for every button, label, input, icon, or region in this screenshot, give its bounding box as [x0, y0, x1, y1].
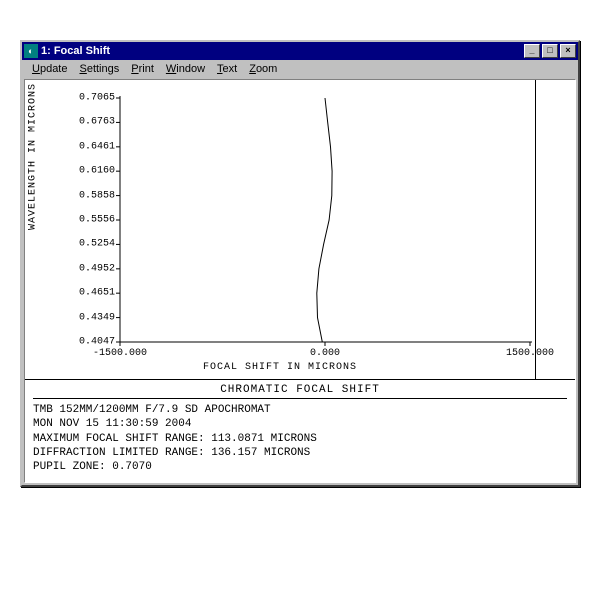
info-line: TMB 152MM/1200MM F/7.9 SD APOCHROMAT: [33, 403, 567, 417]
menu-update[interactable]: Update: [26, 62, 73, 76]
y-tick-label: 0.4047: [63, 337, 115, 348]
y-tick-label: 0.7065: [63, 93, 115, 104]
info-line: MAXIMUM FOCAL SHIFT RANGE: 113.0871 MICR…: [33, 432, 567, 446]
menu-settings[interactable]: Settings: [73, 62, 125, 76]
y-tick-label: 0.6461: [63, 141, 115, 152]
menu-zoom[interactable]: Zoom: [243, 62, 283, 76]
menu-label: oom: [256, 63, 277, 75]
app-icon: ◐: [24, 44, 38, 58]
y-tick-label: 0.4349: [63, 312, 115, 323]
info-line: DIFFRACTION LIMITED RANGE: 136.157 MICRO…: [33, 446, 567, 460]
menu-label: ext: [223, 63, 238, 75]
x-axis-label: FOCAL SHIFT IN MICRONS: [25, 362, 535, 373]
info-line: PUPIL ZONE: 0.7070: [33, 460, 567, 474]
app-window: ◐ 1: Focal Shift _ □ × Update Settings P…: [20, 40, 580, 487]
menu-window[interactable]: Window: [160, 62, 211, 76]
plot-area: WAVELENGTH IN MICRONS FOCAL SHIFT IN MIC…: [25, 80, 535, 379]
y-tick-label: 0.6160: [63, 166, 115, 177]
y-axis-label: WAVELENGTH IN MICRONS: [28, 83, 39, 230]
plot-pane: WAVELENGTH IN MICRONS FOCAL SHIFT IN MIC…: [25, 80, 575, 380]
info-line: MON NOV 15 11:30:59 2004: [33, 417, 567, 431]
info-title: CHROMATIC FOCAL SHIFT: [33, 384, 567, 399]
plot-margin: [535, 80, 575, 379]
menu-label: indow: [176, 63, 205, 75]
x-tick-label: -1500.000: [85, 348, 155, 359]
y-tick-label: 0.5858: [63, 190, 115, 201]
menu-print[interactable]: Print: [125, 62, 160, 76]
y-tick-label: 0.5556: [63, 215, 115, 226]
x-tick-label: 0.000: [290, 348, 360, 359]
client-area: WAVELENGTH IN MICRONS FOCAL SHIFT IN MIC…: [24, 79, 576, 483]
window-title: 1: Focal Shift: [41, 45, 522, 57]
menu-label: rint: [139, 63, 154, 75]
y-tick-label: 0.4952: [63, 263, 115, 274]
menu-label: pdate: [40, 63, 68, 75]
y-tick-label: 0.6763: [63, 117, 115, 128]
x-tick-label: 1500.000: [495, 348, 565, 359]
y-tick-label: 0.5254: [63, 239, 115, 250]
minimize-button[interactable]: _: [524, 44, 540, 58]
maximize-button[interactable]: □: [542, 44, 558, 58]
menu-bar: Update Settings Print Window Text Zoom: [22, 60, 578, 77]
menu-label: ettings: [87, 63, 119, 75]
y-tick-label: 0.4651: [63, 288, 115, 299]
info-lines: TMB 152MM/1200MM F/7.9 SD APOCHROMATMON …: [33, 403, 567, 474]
menu-text[interactable]: Text: [211, 62, 243, 76]
close-button[interactable]: ×: [560, 44, 576, 58]
title-bar: ◐ 1: Focal Shift _ □ ×: [22, 42, 578, 60]
info-pane: CHROMATIC FOCAL SHIFT TMB 152MM/1200MM F…: [25, 380, 575, 482]
